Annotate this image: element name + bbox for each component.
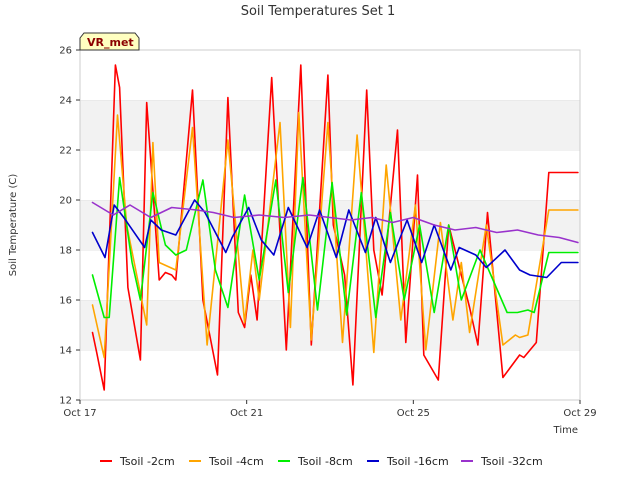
legend-item-tsoil-32cm: Tsoil -32cm <box>461 455 543 468</box>
legend-item-tsoil-4cm: Tsoil -4cm <box>189 455 264 468</box>
y-tick-label: 20 <box>59 196 72 207</box>
y-tick-label: 18 <box>59 246 72 257</box>
legend-label: Tsoil -4cm <box>208 455 264 468</box>
series-line-tsoil-16cm <box>91 199 579 279</box>
series-lines <box>91 64 579 391</box>
y-tick-label: 12 <box>59 396 72 407</box>
x-axis-label: Time <box>553 425 578 436</box>
y-tick-label: 14 <box>59 346 72 357</box>
y-tick-label: 26 <box>59 46 72 57</box>
site-badge: VR_met <box>79 32 140 51</box>
y-tick-label: 16 <box>59 296 72 307</box>
legend-label: Tsoil -16cm <box>386 455 449 468</box>
series-line-tsoil-4cm <box>91 111 579 359</box>
legend: Tsoil -2cm Tsoil -4cm Tsoil -8cm Tsoil -16c… <box>100 455 543 468</box>
x-tick-label: Oct 29 <box>563 408 596 419</box>
y-tick-label: 24 <box>59 96 72 107</box>
y-tick-label: 22 <box>59 146 72 157</box>
legend-label: Tsoil -2cm <box>119 455 175 468</box>
legend-item-tsoil-8cm: Tsoil -8cm <box>278 455 353 468</box>
site-badge-label: VR_met <box>87 36 134 49</box>
legend-item-tsoil-16cm: Tsoil -16cm <box>367 455 449 468</box>
chart-title: Soil Temperatures Set 1 <box>241 4 396 19</box>
y-axis-label: Soil Temperature (C) <box>8 174 19 277</box>
plot-area-border <box>79 49 581 401</box>
legend-item-tsoil-2cm: Tsoil -2cm <box>100 455 175 468</box>
series-line-tsoil-8cm <box>91 176 579 319</box>
legend-label: Tsoil -8cm <box>297 455 353 468</box>
grid-band <box>80 50 580 100</box>
series-line-tsoil-2cm <box>91 64 579 391</box>
x-axis-ticks: Oct 17 Oct 21 Oct 25 Oct 29 <box>63 400 597 419</box>
y-axis-ticks: 12 14 16 18 20 22 24 26 <box>59 46 80 407</box>
x-tick-label: Oct 25 <box>397 408 430 419</box>
x-tick-label: Oct 17 <box>63 408 96 419</box>
series-line-tsoil-32cm <box>91 201 579 244</box>
x-tick-label: Oct 21 <box>230 408 263 419</box>
site-badge-shape <box>79 32 140 51</box>
grid-band <box>80 350 580 400</box>
legend-label: Tsoil -32cm <box>480 455 543 468</box>
grid-band <box>80 250 580 300</box>
